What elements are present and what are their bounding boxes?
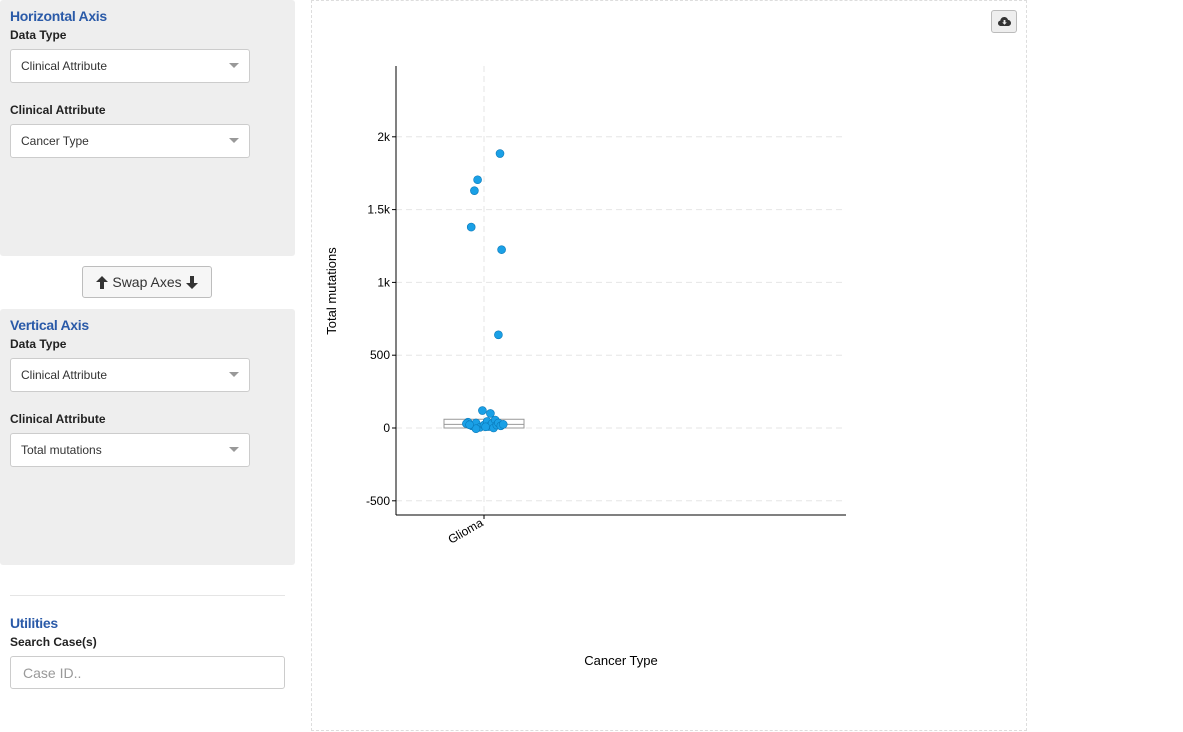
horizontal-data-type-select[interactable]: Clinical Attribute: [10, 49, 250, 83]
data-point[interactable]: [470, 186, 479, 195]
chevron-down-icon: [229, 372, 239, 377]
grid-lines: [396, 66, 842, 515]
horizontal-attribute-value: Cancer Type: [21, 134, 89, 148]
swap-axes-label: Swap Axes: [112, 274, 182, 290]
data-point[interactable]: [498, 420, 508, 429]
horizontal-attribute-label: Clinical Attribute: [10, 103, 106, 117]
horizontal-data-type-label: Data Type: [10, 28, 67, 42]
horizontal-axis-title: Horizontal Axis: [10, 8, 107, 24]
x-axis-label: Cancer Type: [584, 653, 657, 668]
utilities-title: Utilities: [10, 615, 58, 631]
horizontal-data-type-value: Clinical Attribute: [21, 59, 108, 73]
y-tick-label: 1.5k: [367, 203, 391, 217]
data-point[interactable]: [495, 149, 505, 158]
axes: -500 0 500 1k 1.5k 2k Glioma: [366, 66, 846, 547]
data-point[interactable]: [465, 420, 474, 430]
swap-axes-button[interactable]: Swap Axes: [82, 266, 212, 298]
data-point[interactable]: [473, 175, 482, 185]
utilities-divider: [10, 595, 285, 596]
y-tick-label: -500: [366, 494, 390, 508]
vertical-attribute-select[interactable]: Total mutations: [10, 433, 250, 467]
data-point[interactable]: [471, 424, 481, 434]
utilities-section: Utilities Search Case(s): [10, 595, 285, 689]
arrow-down-icon: [185, 275, 198, 289]
cloud-download-icon: [997, 17, 1011, 26]
chevron-down-icon: [229, 63, 239, 68]
data-points: [462, 149, 508, 434]
chevron-down-icon: [229, 138, 239, 143]
data-point[interactable]: [478, 406, 487, 415]
vertical-data-type-label: Data Type: [10, 337, 67, 351]
y-axis-label: Total mutations: [324, 247, 339, 335]
horizontal-attribute-select[interactable]: Cancer Type: [10, 124, 250, 158]
case-search-input[interactable]: [10, 656, 285, 689]
x-tick-label: Glioma: [446, 515, 486, 546]
chevron-down-icon: [229, 447, 239, 452]
vertical-data-type-value: Clinical Attribute: [21, 368, 108, 382]
y-tick-label: 0: [383, 421, 390, 435]
vertical-attribute-label: Clinical Attribute: [10, 412, 106, 426]
y-tick-label: 1k: [377, 275, 391, 289]
vertical-attribute-value: Total mutations: [21, 443, 102, 457]
vertical-axis-title: Vertical Axis: [10, 317, 89, 333]
data-point[interactable]: [466, 222, 476, 232]
y-tick-label: 500: [370, 348, 390, 362]
plot-container: [311, 0, 1027, 731]
search-cases-label: Search Case(s): [10, 635, 97, 649]
horizontal-axis-panel: Horizontal Axis Data Type Clinical Attri…: [0, 0, 295, 256]
data-point[interactable]: [497, 245, 506, 254]
download-button[interactable]: [991, 10, 1017, 33]
vertical-axis-panel: Vertical Axis Data Type Clinical Attribu…: [0, 309, 295, 565]
data-point[interactable]: [486, 409, 495, 418]
arrow-up-icon: [96, 275, 109, 289]
data-point[interactable]: [494, 330, 503, 340]
vertical-data-type-select[interactable]: Clinical Attribute: [10, 358, 250, 392]
y-tick-label: 2k: [377, 130, 391, 144]
data-point[interactable]: [481, 422, 490, 432]
